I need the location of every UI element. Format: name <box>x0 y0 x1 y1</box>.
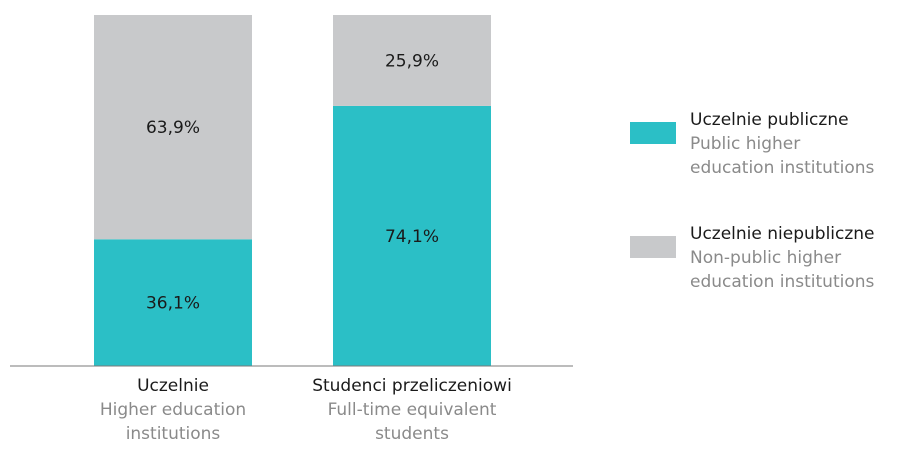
legend-label-en: Non-public higher <box>690 248 842 268</box>
category-label-pl: Uczelnie <box>137 376 209 396</box>
legend: Uczelnie publiczne Public higher education… <box>630 108 907 336</box>
data-label-non-public-2: 25,9% <box>385 51 439 71</box>
category-label-en: institutions <box>125 424 221 444</box>
bar-segment-non-public-1 <box>94 15 252 240</box>
legend-label-pl: Uczelnie publiczne <box>690 110 849 130</box>
data-label-public-1: 36,1% <box>146 294 200 314</box>
category-label-2: Studenci przeliczeniowi Full-time equival… <box>287 374 537 446</box>
legend-label-en: Public higher <box>690 134 801 154</box>
legend-text: Uczelnie niepubliczne Non-public higher ed… <box>690 222 875 294</box>
legend-text: Uczelnie publiczne Public higher education… <box>690 108 874 180</box>
legend-label-en: education institutions <box>690 158 875 178</box>
legend-item-public: Uczelnie publiczne Public higher education… <box>630 108 907 198</box>
legend-label-en: education institutions <box>690 272 875 292</box>
category-label-pl: Studenci przeliczeniowi <box>312 376 512 396</box>
legend-swatch <box>630 236 676 258</box>
data-label-non-public-1: 63,9% <box>146 118 200 138</box>
category-label-en: students <box>375 424 449 444</box>
legend-label-pl: Uczelnie niepubliczne <box>690 224 875 244</box>
category-label-en: Higher education <box>99 400 247 420</box>
bars-group: 36,1% 63,9% 74,1% 25,9% <box>94 15 491 366</box>
bar-segment-public-1 <box>94 239 252 366</box>
bar-segment-non-public-2 <box>333 15 491 106</box>
bar-segment-public-2 <box>333 105 491 366</box>
legend-swatch <box>630 122 676 144</box>
category-label-1: Uczelnie Higher education institutions <box>58 374 288 446</box>
category-label-en: Full-time equivalent <box>327 400 497 420</box>
data-label-public-2: 74,1% <box>385 227 439 247</box>
legend-item-non-public: Uczelnie niepubliczne Non-public higher ed… <box>630 222 907 312</box>
